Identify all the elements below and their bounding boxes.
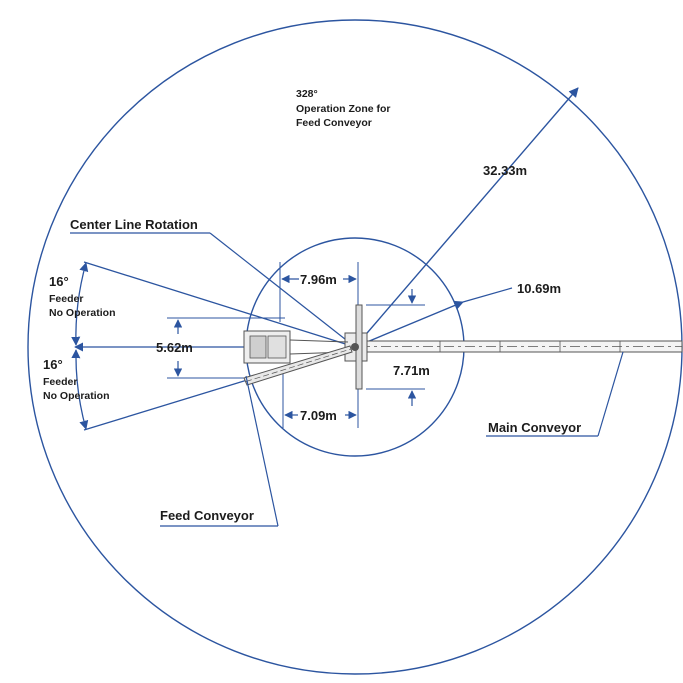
lower-angle-arc — [71, 349, 89, 430]
outer-radius-line — [354, 87, 579, 348]
inner-radius-leader — [462, 287, 513, 303]
upper-feeder-label-2: No Operation — [49, 307, 116, 319]
dim-top-label: 7.96m — [300, 272, 337, 287]
main-conveyor-leader — [597, 351, 624, 437]
dim-right-label: 7.71m — [393, 363, 430, 378]
upper-feeder-label-1: Feeder — [49, 293, 83, 305]
outer-zone-label-1: Operation Zone for — [296, 103, 391, 115]
outer-angle-label: 328° — [296, 88, 318, 100]
main-conveyor-label: Main Conveyor — [488, 420, 581, 435]
main-conveyor — [359, 340, 683, 353]
upper-sector-line — [83, 261, 356, 348]
outer-radius-label: 32.33m — [483, 163, 527, 178]
feed-conveyor-label: Feed Conveyor — [160, 508, 254, 523]
track-unit — [344, 304, 368, 390]
center-line-label: Center Line Rotation — [70, 217, 198, 232]
upper-angle-arc — [71, 262, 89, 346]
feed-conveyor — [243, 345, 353, 386]
inner-radius-label: 10.69m — [517, 281, 561, 296]
feeder-body — [243, 330, 349, 364]
upper-angle-label: 16° — [49, 274, 69, 289]
lower-feeder-label-2: No Operation — [43, 390, 110, 402]
outer-zone-label-2: Feed Conveyor — [296, 117, 372, 129]
dim-left-label: 5.62m — [156, 340, 193, 355]
feed-conveyor-leader — [245, 375, 279, 527]
inner-radius-line — [354, 300, 464, 348]
lower-angle-label: 16° — [43, 357, 63, 372]
lower-feeder-label-1: Feeder — [43, 376, 77, 388]
dim-bottom-label: 7.09m — [300, 408, 337, 423]
